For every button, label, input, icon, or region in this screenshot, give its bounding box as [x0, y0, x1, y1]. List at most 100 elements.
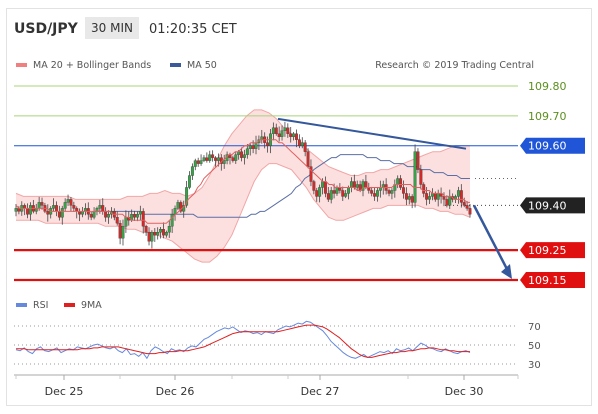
- candle-body: [332, 190, 336, 194]
- candle: [428, 191, 431, 205]
- candle-body: [465, 205, 469, 209]
- candle-body: [69, 199, 73, 206]
- candle-body: [402, 187, 405, 194]
- candle: [29, 202, 32, 221]
- timeframe-badge[interactable]: [85, 17, 139, 39]
- candle: [63, 198, 67, 212]
- candle-body: [416, 151, 420, 170]
- candle: [407, 193, 411, 205]
- candle-body: [136, 214, 139, 218]
- candle-body: [407, 196, 411, 200]
- candle-body: [283, 127, 287, 131]
- candle-body: [436, 193, 440, 200]
- candle-body: [390, 190, 394, 194]
- ma50-legend-swatch: [170, 63, 181, 67]
- candle: [156, 227, 160, 240]
- candle: [404, 187, 408, 206]
- candle: [190, 163, 194, 180]
- candle: [289, 126, 293, 143]
- candle-body: [170, 214, 174, 227]
- candle-body: [387, 190, 391, 194]
- candle-body: [413, 151, 417, 203]
- price-level-labels: 109.80 109.70 109.60 109.40 109.25 109.15: [520, 80, 585, 288]
- rsi-tick-label: 70: [528, 322, 541, 333]
- candle: [413, 144, 417, 208]
- candle: [468, 203, 472, 218]
- ma50-line: [95, 154, 470, 218]
- candle: [329, 186, 333, 204]
- candle-body: [315, 190, 319, 197]
- candle: [214, 156, 217, 167]
- candle-body: [280, 130, 284, 137]
- candle-body: [410, 196, 414, 203]
- candle-body: [462, 202, 466, 206]
- trendline-group: [277, 117, 512, 279]
- price-label-text: 109.70: [528, 110, 567, 123]
- candle: [170, 208, 174, 233]
- candle: [292, 131, 296, 141]
- price-levels: [14, 85, 518, 282]
- candle-body: [309, 166, 313, 182]
- candle: [52, 198, 56, 211]
- candle-body: [185, 187, 189, 206]
- candle: [312, 179, 316, 195]
- candle-body: [14, 208, 18, 212]
- candle: [271, 122, 275, 141]
- candle: [60, 205, 64, 225]
- copyright-text: Research © 2019 Trading Central: [375, 60, 534, 71]
- candle: [159, 227, 163, 239]
- price-label-text: 109.80: [528, 80, 567, 93]
- candle-body: [323, 181, 327, 194]
- price-label-2: 109.60: [520, 137, 585, 154]
- timeframe-label: 30 MIN: [91, 21, 133, 35]
- bollinger-band-area: [16, 109, 470, 263]
- candle: [162, 222, 165, 239]
- candle-body: [355, 184, 359, 188]
- candle-body: [289, 133, 293, 137]
- candle-body: [164, 232, 168, 236]
- candle-body: [124, 217, 128, 227]
- candle: [387, 188, 391, 197]
- candle-body: [326, 193, 330, 200]
- candle-body: [205, 157, 209, 161]
- candle-body: [245, 148, 249, 155]
- candle: [205, 152, 209, 163]
- candle-body: [60, 208, 64, 218]
- candle-body: [188, 175, 191, 188]
- candle-body: [37, 202, 41, 209]
- timestamp: 01:20:35 CET: [149, 22, 237, 37]
- candle-body: [321, 181, 324, 188]
- candle: [202, 155, 206, 163]
- candle: [245, 144, 249, 159]
- candle-body: [115, 217, 119, 224]
- candle: [153, 228, 157, 242]
- candle-body: [133, 214, 137, 218]
- candle: [390, 188, 394, 200]
- candle: [309, 159, 313, 187]
- candle-body: [271, 127, 275, 134]
- price-label-text: 109.25: [528, 244, 567, 257]
- candle-body: [312, 181, 316, 191]
- candle: [193, 158, 197, 171]
- candle: [46, 204, 50, 222]
- candle: [355, 180, 359, 191]
- candle: [295, 129, 298, 148]
- candle-body: [404, 193, 408, 200]
- candle-body: [179, 202, 183, 212]
- candle-body: [425, 193, 429, 200]
- ma50-line-group: [95, 154, 470, 218]
- ma20-line-group: [15, 139, 470, 224]
- trendline: [277, 117, 467, 150]
- candle: [399, 175, 403, 190]
- candle-body: [341, 190, 345, 197]
- candle-body: [286, 127, 290, 134]
- candle: [179, 200, 183, 213]
- candle-body: [138, 211, 142, 215]
- candle: [341, 186, 345, 201]
- candle: [373, 187, 377, 201]
- candle-body: [101, 205, 105, 212]
- ma20-legend-label: MA 20 + Bollinger Bands: [33, 60, 151, 71]
- candle: [147, 227, 151, 246]
- candle: [150, 230, 154, 249]
- rsi-legend-label: RSI: [33, 300, 48, 311]
